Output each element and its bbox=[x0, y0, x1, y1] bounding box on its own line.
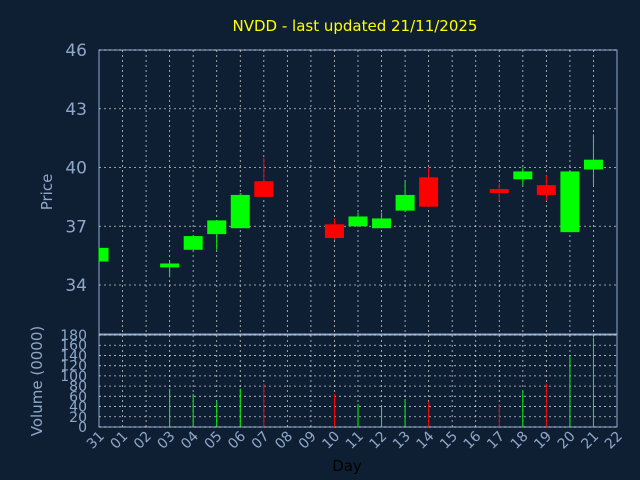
candle bbox=[513, 167, 533, 186]
candle-body bbox=[395, 194, 415, 211]
candle bbox=[560, 171, 580, 233]
candle-body bbox=[207, 220, 227, 235]
candle bbox=[489, 183, 509, 201]
candle-body bbox=[230, 194, 250, 229]
volume-tick-label: 40 bbox=[69, 400, 87, 416]
price-tick-label: 46 bbox=[65, 41, 87, 61]
candle-body bbox=[583, 159, 603, 170]
volume-tick-label: 20 bbox=[69, 410, 87, 426]
price-tick-labels: 34 37 40 43 46 bbox=[65, 41, 87, 296]
candle-body bbox=[489, 189, 509, 193]
candles bbox=[98, 134, 603, 278]
volume-tick-label: 60 bbox=[69, 389, 87, 405]
candle bbox=[536, 175, 556, 201]
volume-tick-label: 160 bbox=[60, 338, 87, 354]
candle-body bbox=[560, 171, 580, 233]
candle-body bbox=[536, 185, 556, 195]
candle bbox=[98, 247, 109, 262]
volume-axis-label: Volume (0000) bbox=[28, 326, 46, 436]
price-tick-label: 34 bbox=[65, 276, 87, 296]
candle bbox=[183, 236, 203, 250]
x-axis-label: Day bbox=[332, 457, 362, 475]
candle-body bbox=[254, 181, 274, 197]
candle bbox=[419, 167, 439, 207]
candle-body bbox=[419, 177, 439, 207]
candle bbox=[372, 212, 392, 229]
price-tick-label: 43 bbox=[65, 100, 87, 120]
volume-tick-label: 180 bbox=[60, 328, 87, 344]
candle bbox=[395, 181, 415, 211]
volume-tick-label: 80 bbox=[69, 379, 87, 395]
candle bbox=[324, 218, 344, 240]
candle bbox=[207, 220, 227, 250]
volume-grid bbox=[99, 334, 617, 428]
candle-body bbox=[324, 224, 344, 239]
volume-bars bbox=[169, 337, 594, 427]
price-tick-label: 37 bbox=[65, 217, 87, 237]
volume-tick-label: 0 bbox=[78, 420, 87, 436]
candle-body bbox=[183, 236, 203, 250]
price-panel: 34 37 40 43 46 bbox=[65, 41, 618, 335]
candle bbox=[583, 134, 603, 186]
volume-tick-label: 100 bbox=[60, 369, 87, 385]
candle-body bbox=[99, 247, 109, 262]
volume-tick-label: 140 bbox=[60, 348, 87, 364]
candle-body bbox=[348, 216, 368, 227]
candle-body bbox=[160, 263, 180, 268]
candle bbox=[348, 212, 368, 227]
candle-body bbox=[372, 218, 392, 229]
price-tick-label: 40 bbox=[65, 159, 87, 179]
candle bbox=[230, 192, 250, 229]
candle bbox=[160, 261, 180, 278]
chart-title: NVDD - last updated 21/11/2025 bbox=[233, 17, 478, 35]
price-axis-label: Price bbox=[38, 174, 56, 211]
candle-body bbox=[513, 171, 533, 180]
candle bbox=[254, 157, 274, 197]
volume-tick-label: 120 bbox=[60, 359, 87, 375]
x-tick-labels: 31 01 02 03 04 05 06 07 08 09 10 11 12 13 14 15 16 17 18 19… bbox=[84, 428, 626, 452]
